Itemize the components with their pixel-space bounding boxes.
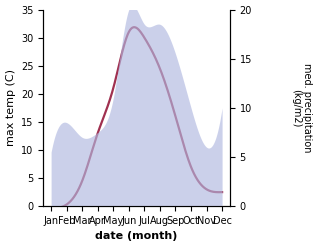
X-axis label: date (month): date (month) [95, 231, 178, 242]
Y-axis label: max temp (C): max temp (C) [5, 69, 16, 146]
Y-axis label: med. precipitation
(kg/m2): med. precipitation (kg/m2) [291, 63, 313, 153]
